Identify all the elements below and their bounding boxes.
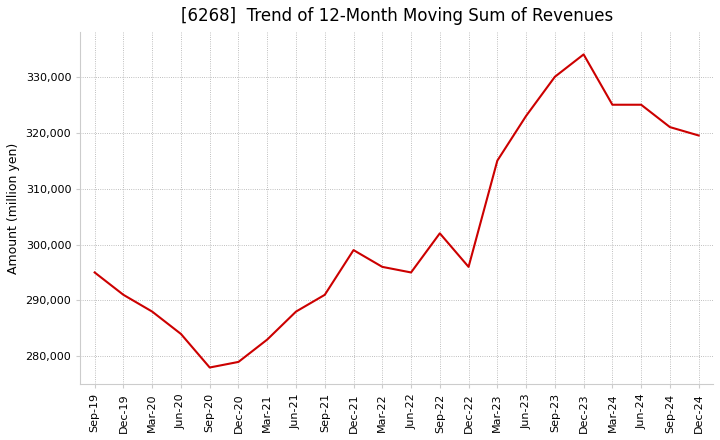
Title: [6268]  Trend of 12-Month Moving Sum of Revenues: [6268] Trend of 12-Month Moving Sum of R…	[181, 7, 613, 25]
Y-axis label: Amount (million yen): Amount (million yen)	[7, 143, 20, 274]
